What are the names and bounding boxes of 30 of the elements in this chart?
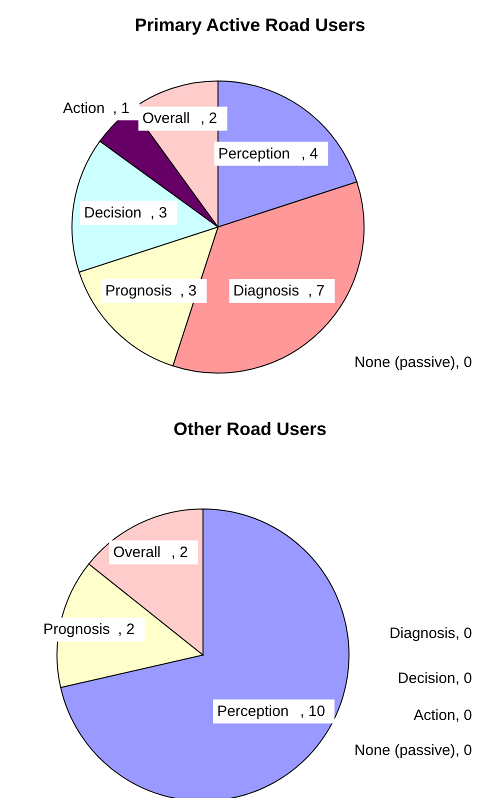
slice-label: Decision [84,204,142,222]
slice-label: Perception [217,702,289,720]
data-label: , 2 [118,621,135,638]
slice-label: Action [62,100,105,117]
category-label: Decision [398,670,456,687]
data-label: , 7 [308,282,325,300]
slice-label: Perception [218,145,290,162]
data-label: , 2 [171,544,188,561]
category-label: Action [414,707,456,724]
category-label: None (passive) [354,742,456,759]
slice-label: Prognosis [105,282,172,300]
data-label: , 10 [300,702,326,720]
data-label: , 3 [180,282,197,300]
text: , 0 [455,625,472,642]
category-label: None (passive) [354,354,456,371]
chart-title: Primary Active Road Users [134,14,366,37]
slice-label: Overall [142,110,190,128]
data-label: , 4 [301,145,318,162]
category-label: Diagnosis [389,625,456,642]
text: , 0 [455,742,472,759]
text: , 0 [455,707,472,724]
chart-title: Other Road Users [172,418,328,441]
slice-label: Diagnosis [233,282,300,300]
data-label: , 3 [150,204,168,222]
text: , 0 [455,354,472,371]
data-label: , 1 [112,100,130,117]
text: , 0 [455,670,472,687]
slice-label: Overall [113,544,161,561]
slice-label: Prognosis [43,621,110,638]
data-label: , 2 [200,110,218,128]
